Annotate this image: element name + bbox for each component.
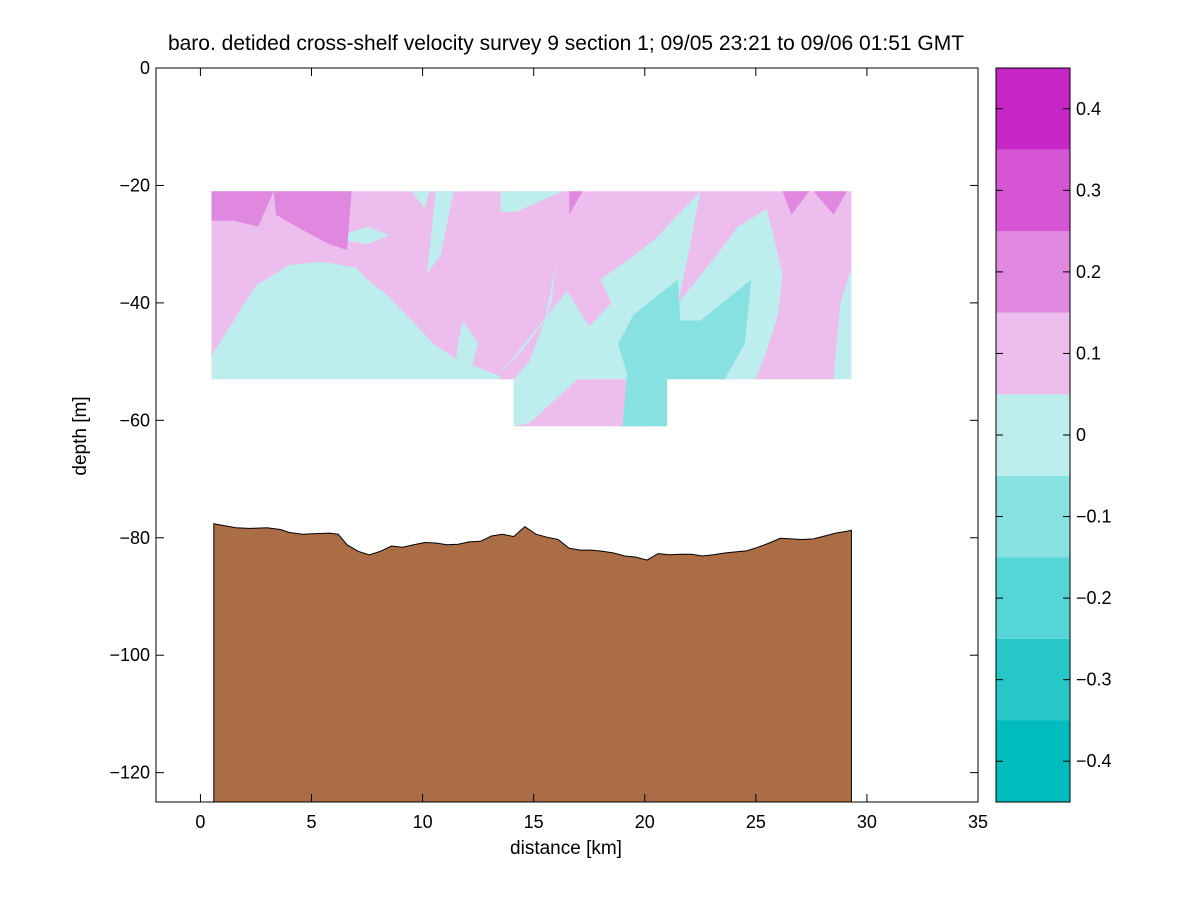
plot-frame bbox=[155, 67, 979, 803]
y-tick-label: −80 bbox=[119, 528, 150, 548]
colorbar-bands bbox=[996, 68, 1070, 802]
contour-region-weak-negative-right bbox=[833, 267, 852, 380]
contour-region-weak-negative-top-15 bbox=[500, 191, 563, 212]
contour-region-moderate-negative-center bbox=[618, 279, 752, 427]
colorbar-band bbox=[996, 557, 1070, 639]
x-axis-ticks: 0 5 10 15 20 25 30 35 bbox=[195, 68, 988, 832]
seafloor-outline bbox=[213, 523, 852, 802]
y-tick-label: −40 bbox=[119, 293, 150, 313]
contour-region-weak-negative-top-11 bbox=[427, 191, 454, 274]
contour-region-weak-negative-spike-12 bbox=[455, 320, 479, 377]
contour-region-weak-negative-left bbox=[211, 261, 501, 380]
contour-region-moderate-positive-top-17 bbox=[569, 191, 583, 215]
y-tick-label: −20 bbox=[119, 175, 150, 195]
colorbar-band bbox=[996, 475, 1070, 558]
colorbar-tick-label: −0.4 bbox=[1076, 751, 1112, 771]
colorbar-tick-label: −0.3 bbox=[1076, 670, 1112, 690]
x-tick-label: 5 bbox=[307, 812, 317, 832]
y-tick-label: 0 bbox=[140, 58, 150, 78]
plot-area: 0 5 10 15 20 25 30 35 −120 −100 −80 −60 −40 −20 0 bbox=[109, 58, 988, 832]
colorbar-tick-label: 0.4 bbox=[1076, 99, 1101, 119]
colorbar: −0.4 −0.3 −0.2 −0.1 0 0.1 0.2 0.3 0.4 bbox=[995, 67, 1112, 803]
x-tick-label: 10 bbox=[413, 812, 433, 832]
colorbar-tick-label: 0 bbox=[1076, 425, 1086, 445]
colorbar-band bbox=[996, 149, 1070, 232]
contour-region-moderate-positive-top-26 bbox=[782, 191, 810, 215]
x-tick-label: 20 bbox=[635, 812, 655, 832]
bathymetry bbox=[213, 523, 852, 802]
colorbar-tick-label: 0.3 bbox=[1076, 180, 1101, 200]
chart-title: baro. detided cross-shelf velocity surve… bbox=[168, 32, 964, 55]
contour-region-weak-negative-small-top bbox=[411, 191, 430, 209]
y-tick-label: −120 bbox=[109, 763, 150, 783]
contour-region-moderate-positive-top-left bbox=[211, 191, 274, 227]
contour-region-moderate-positive-top-28 bbox=[813, 191, 847, 215]
x-tick-label: 35 bbox=[968, 812, 988, 832]
x-tick-label: 0 bbox=[195, 812, 205, 832]
colorbar-band bbox=[996, 231, 1070, 313]
colorbar-band bbox=[996, 312, 1070, 395]
seafloor-fill bbox=[213, 523, 852, 802]
colorbar-band bbox=[996, 638, 1070, 721]
y-tick-label: −100 bbox=[109, 645, 150, 665]
x-tick-label: 25 bbox=[746, 812, 766, 832]
colorbar-tick-label: −0.2 bbox=[1076, 588, 1112, 608]
colorbar-band bbox=[996, 720, 1070, 802]
x-axis-label: distance [km] bbox=[510, 838, 622, 859]
x-tick-label: 30 bbox=[857, 812, 877, 832]
y-tick-label: −60 bbox=[119, 410, 150, 430]
colorbar-tick-label: 0.1 bbox=[1076, 343, 1101, 363]
colorbar-band bbox=[996, 68, 1070, 150]
contour-region-moderate-positive-top-mid bbox=[273, 191, 352, 250]
y-axis-label: depth [m] bbox=[70, 396, 91, 475]
y-axis-ticks: −120 −100 −80 −60 −40 −20 0 bbox=[109, 58, 978, 783]
colorbar-band bbox=[996, 394, 1070, 476]
x-tick-label: 15 bbox=[524, 812, 544, 832]
colorbar-tick-label: −0.1 bbox=[1076, 507, 1112, 527]
velocity-contours bbox=[211, 191, 852, 427]
colorbar-ticks: −0.4 −0.3 −0.2 −0.1 0 0.1 0.2 0.3 0.4 bbox=[996, 99, 1112, 771]
colorbar-tick-label: 0.2 bbox=[1076, 262, 1101, 282]
